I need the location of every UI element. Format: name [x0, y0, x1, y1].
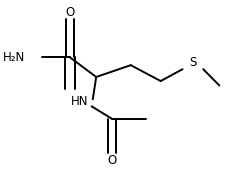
- Text: O: O: [108, 154, 117, 167]
- Text: O: O: [65, 6, 74, 19]
- Text: HN: HN: [71, 95, 89, 108]
- Text: H₂N: H₂N: [3, 51, 25, 64]
- Text: S: S: [189, 56, 196, 69]
